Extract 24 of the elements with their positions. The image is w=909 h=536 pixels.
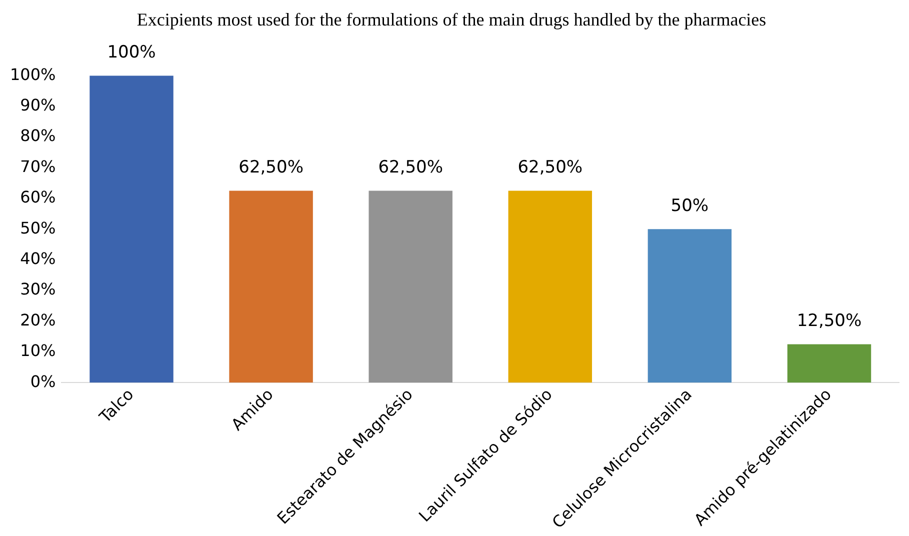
y-tick-label: 0% <box>30 372 56 391</box>
chart-title: Excipients most used for the formulations of the main drugs handled by the pharmacies <box>136 10 766 30</box>
y-tick-label: 30% <box>20 280 56 299</box>
data-label: 62,50% <box>238 158 304 178</box>
bar <box>508 190 592 383</box>
data-label: 62,50% <box>378 158 444 178</box>
y-tick-label: 90% <box>20 95 56 114</box>
bar <box>368 190 452 383</box>
data-label: 12,50% <box>796 311 862 332</box>
y-tick-label: 100% <box>10 64 56 84</box>
data-label: 100% <box>107 42 156 63</box>
y-tick-label: 50% <box>20 218 56 238</box>
y-tick-label: 10% <box>20 341 56 360</box>
data-label: 62,50% <box>518 158 583 178</box>
y-tick-label: 70% <box>20 156 56 176</box>
y-tick-label: 60% <box>20 188 56 207</box>
y-tick-label: 40% <box>20 248 56 268</box>
bar <box>787 344 872 383</box>
y-tick-label: 80% <box>20 126 56 146</box>
bar <box>90 76 174 383</box>
y-tick-label: 20% <box>20 310 56 330</box>
bar <box>229 190 313 383</box>
bar <box>648 229 732 383</box>
data-label: 50% <box>670 196 709 216</box>
